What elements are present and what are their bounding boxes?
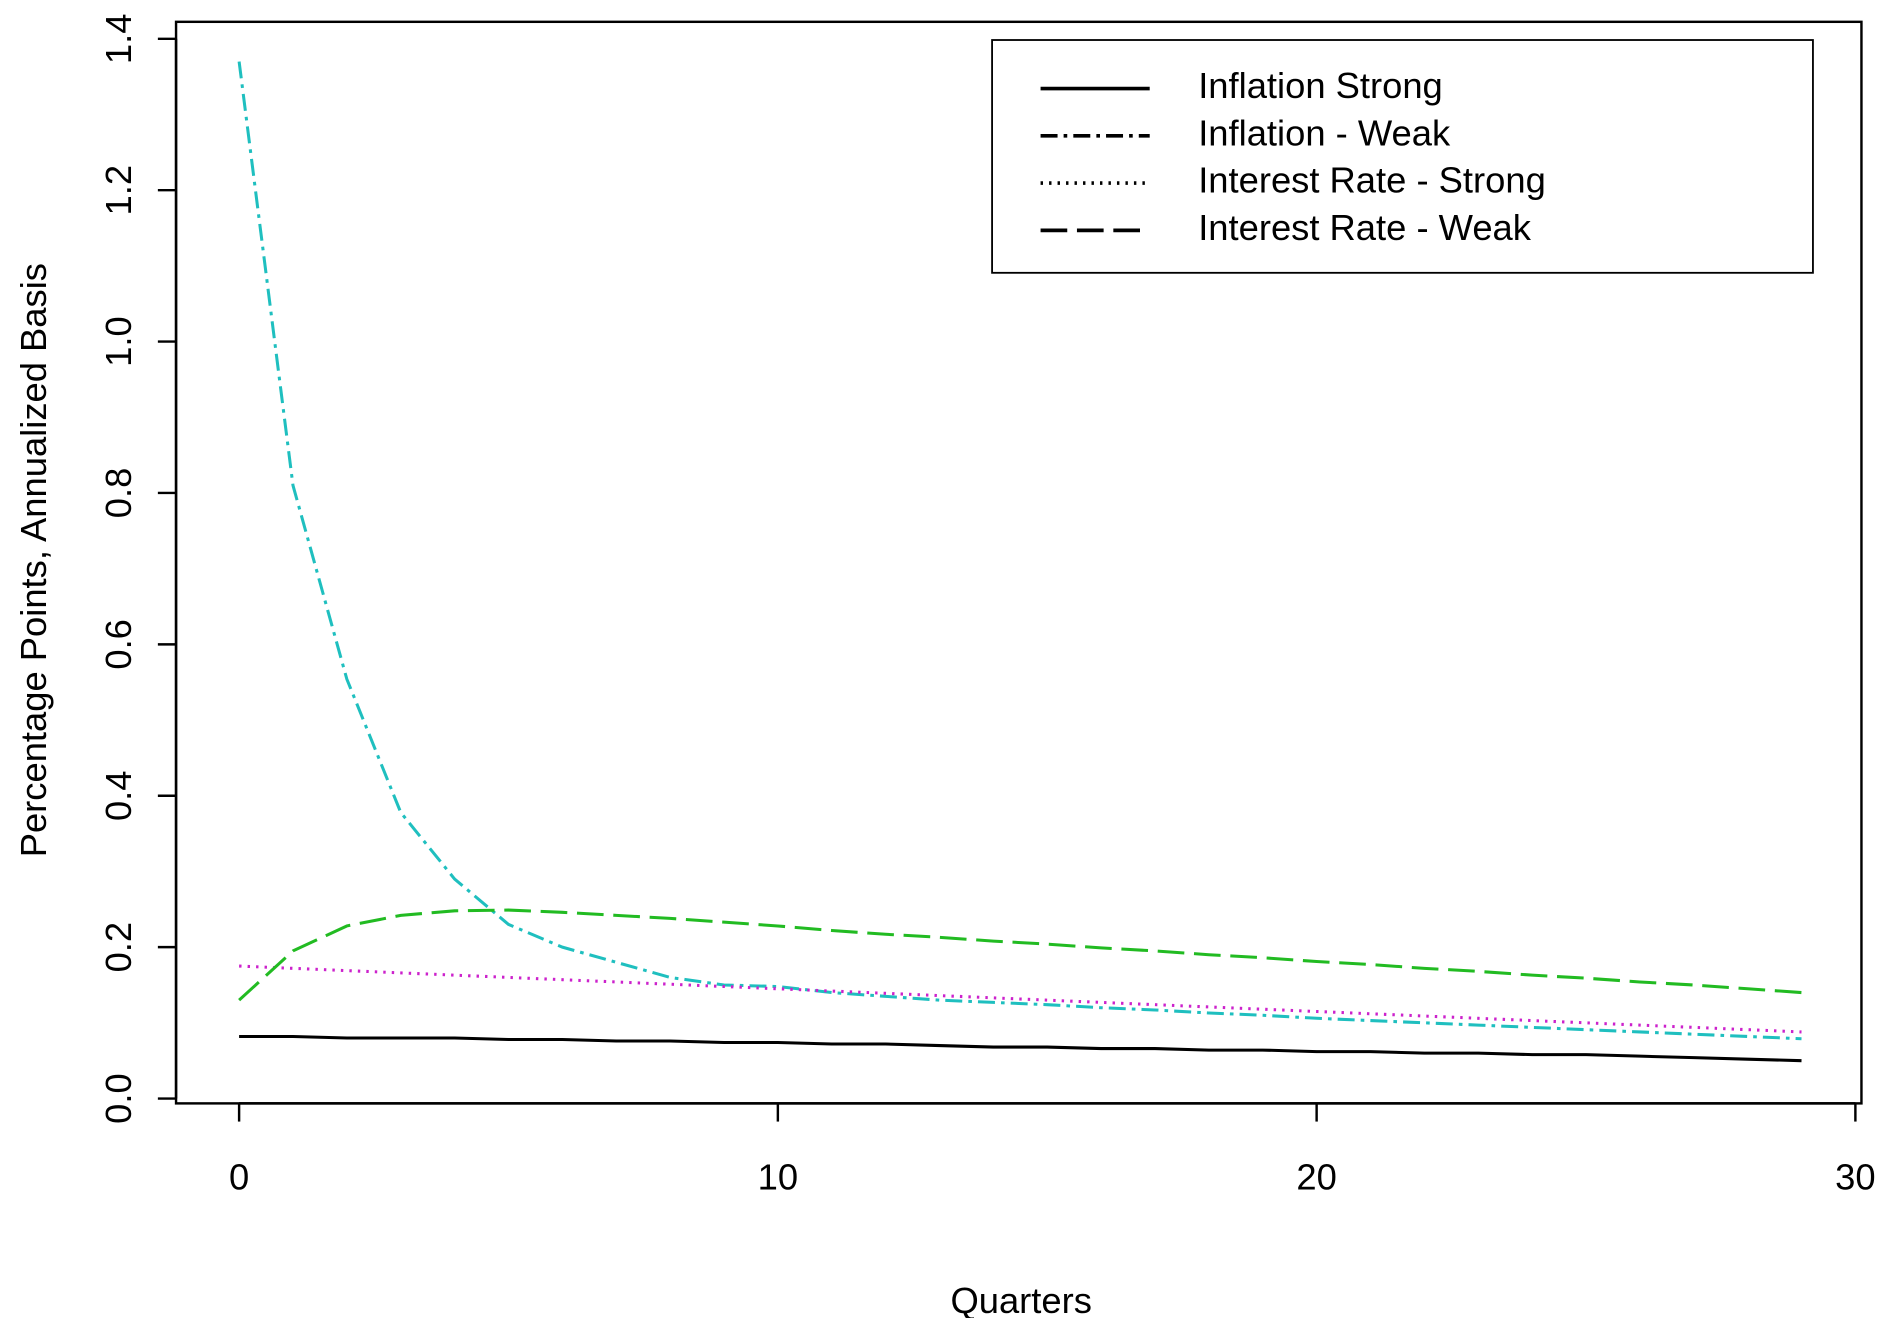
- legend: [991, 39, 1814, 274]
- x-tick-label: 10: [758, 1156, 798, 1197]
- series-line: [237, 61, 1802, 1041]
- y-tick-label: 1.2: [98, 165, 139, 216]
- x-tick-label: 0: [229, 1156, 249, 1197]
- y-tick-label: 1.0: [98, 316, 139, 367]
- series-line: [239, 964, 1802, 1034]
- y-tick-label: 1.4: [98, 14, 139, 65]
- x-axis-label: Quarters: [950, 1280, 1091, 1318]
- legend-label: Interest Rate - Strong: [1198, 160, 1546, 201]
- x-tick-label: 30: [1835, 1156, 1875, 1197]
- legend-label: Inflation - Weak: [1198, 112, 1451, 153]
- x-tick-label: 20: [1296, 1156, 1336, 1197]
- series-line: [239, 1034, 1802, 1063]
- y-tick-label: 0.6: [98, 619, 139, 670]
- y-tick-label: 0.2: [98, 922, 139, 973]
- y-tick-label: 0.8: [98, 468, 139, 519]
- y-tick-label: 0.4: [98, 770, 139, 821]
- y-tick-label: 0.0: [98, 1073, 139, 1124]
- y-axis-label: Percentage Points, Annualized Basis: [13, 263, 54, 857]
- legend-label: Interest Rate - Weak: [1198, 207, 1532, 248]
- series-line: [238, 908, 1802, 1002]
- legend-label: Inflation Strong: [1198, 65, 1443, 106]
